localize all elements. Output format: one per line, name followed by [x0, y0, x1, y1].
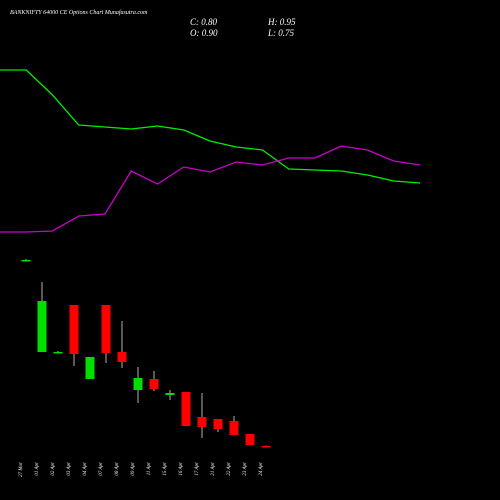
x-tick-label: 04 Apr [83, 462, 88, 476]
low-label: L: 0.75 [267, 28, 295, 38]
x-tick-label: 16 Apr [179, 462, 184, 476]
x-tick-label: 21 Apr [211, 462, 216, 476]
candle-body [245, 434, 255, 445]
candle-body [149, 379, 159, 389]
candle-body [197, 417, 207, 427]
open-label: O: 0.90 [190, 28, 218, 38]
x-tick-label: 23 Apr [243, 462, 248, 476]
x-tick-label: 22 Apr [227, 462, 232, 476]
chart-title: BANKNIFTY 64000 CE Options Chart Munafas… [10, 9, 148, 16]
candle-body [21, 260, 31, 262]
candle-body [133, 378, 143, 390]
x-tick-label: 15 Apr [163, 462, 168, 476]
candle-body [85, 357, 95, 379]
candle-body [213, 419, 223, 429]
candle-body [117, 352, 127, 362]
indicator-line [0, 145, 421, 233]
indicator-line [0, 69, 421, 184]
x-tick-label: 07 Apr [99, 462, 104, 476]
close-label: C: 0.80 [190, 17, 218, 27]
x-tick-label: 09 Apr [131, 462, 136, 476]
candle-body [229, 421, 239, 435]
candle-body [261, 446, 271, 448]
x-tick-label: 03 Apr [67, 462, 72, 476]
x-tick-label: 11 Apr [147, 462, 152, 475]
candle-body [53, 352, 63, 354]
x-tick-label: 27 Mar [19, 462, 24, 477]
x-tick-label: 17 Apr [195, 462, 200, 476]
high-label: H: 0.95 [267, 17, 296, 27]
x-tick-label: 24 Apr [259, 462, 264, 476]
x-tick-label: 02 Apr [51, 462, 56, 476]
x-tick-label: 08 Apr [115, 462, 120, 476]
x-tick-label: 01 Apr [35, 462, 40, 476]
candle-body [165, 393, 175, 395]
candle-body [181, 392, 191, 426]
candle-body [101, 305, 111, 353]
candle-body [69, 305, 79, 354]
candle-body [37, 301, 47, 352]
